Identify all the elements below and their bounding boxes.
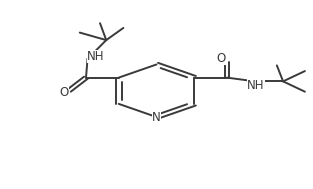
Text: NH: NH	[87, 50, 104, 64]
Text: O: O	[60, 86, 69, 99]
Text: N: N	[152, 111, 161, 124]
Text: NH: NH	[247, 79, 265, 92]
Text: O: O	[217, 52, 226, 65]
